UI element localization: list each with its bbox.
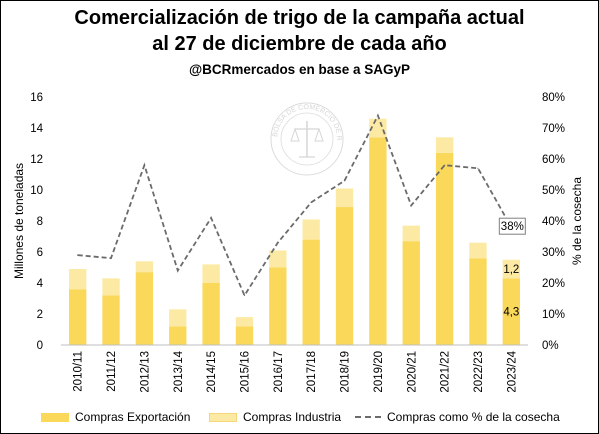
bar-industria bbox=[169, 309, 187, 327]
legend-item-exportacion: Compras Exportación bbox=[41, 410, 190, 424]
y-tick-label: 0 bbox=[37, 340, 43, 352]
y-tick-label: 2 bbox=[37, 309, 43, 321]
point-porcentaje bbox=[310, 201, 312, 203]
chart-title-line1: Comercialización de trigo de la campaña … bbox=[74, 7, 525, 29]
point-porcentaje bbox=[444, 164, 446, 166]
y-tick-label: 6 bbox=[37, 247, 43, 259]
y-tick-label: 10 bbox=[30, 185, 43, 197]
point-porcentaje bbox=[343, 180, 346, 182]
bcr-seal-watermark: BOLSA DE COMERCIO DE ROSARIO bbox=[1, 1, 344, 176]
legend-swatch-exportacion bbox=[41, 412, 69, 422]
legend-label-industria: Compras Industria bbox=[243, 410, 342, 424]
y2-tick-label: 70% bbox=[542, 123, 565, 135]
y2-tick-label: 0% bbox=[542, 340, 559, 352]
legend-swatch-porcentaje bbox=[355, 416, 381, 418]
bar-industria bbox=[335, 188, 354, 208]
legend-item-porcentaje: Compras como % de la cosecha bbox=[355, 410, 560, 424]
y2-tick-label: 60% bbox=[542, 154, 565, 166]
line-porcentaje-cosecha bbox=[77, 113, 513, 298]
x-tick-label: 2011/12 bbox=[106, 351, 118, 392]
x-tick-label: 2014/15 bbox=[206, 351, 218, 393]
y-tick-label: 8 bbox=[37, 216, 43, 228]
x-tick-label: 2023/24 bbox=[506, 350, 518, 392]
bar-exportacion bbox=[102, 295, 120, 345]
bar-industria bbox=[502, 259, 520, 279]
chart-subtitle: @BCRmercados en base a SAGyP bbox=[189, 62, 410, 77]
x-tick-label: 2022/23 bbox=[473, 351, 485, 393]
x-tick-label: 2019/20 bbox=[373, 351, 385, 393]
bar-exportacion bbox=[235, 326, 254, 345]
data-label-industria: 1,2 bbox=[503, 264, 519, 276]
svg-text:BOLSA DE COMERCIO DE ROSARIO: BOLSA DE COMERCIO DE ROSARIO bbox=[1, 1, 342, 141]
legend-label-exportacion: Compras Exportación bbox=[75, 410, 191, 424]
y-axis-title: Millones de toneladas bbox=[12, 163, 26, 279]
chart-legend: Compras Exportación Compras Industria Co… bbox=[1, 408, 598, 428]
point-porcentaje bbox=[377, 115, 379, 117]
point-porcentaje bbox=[77, 254, 79, 256]
chart-title-line2: al 27 de diciembre de cada año bbox=[152, 33, 447, 55]
x-tick-label: 2013/14 bbox=[173, 350, 185, 392]
point-porcentaje bbox=[210, 217, 212, 219]
bar-exportacion bbox=[202, 283, 220, 345]
bar-industria bbox=[302, 219, 320, 240]
watermark-text: BOLSA DE COMERCIO DE ROSARIO bbox=[1, 1, 342, 141]
bar-industria bbox=[202, 264, 220, 283]
bar-industria bbox=[469, 242, 487, 259]
bar-industria bbox=[435, 137, 454, 153]
y2-tick-label: 40% bbox=[542, 216, 565, 228]
bar-exportacion bbox=[369, 137, 387, 345]
legend-item-industria: Compras Industria bbox=[209, 410, 341, 424]
bar-exportacion bbox=[402, 241, 420, 345]
bar-industria bbox=[69, 269, 87, 290]
x-tick-label: 2020/21 bbox=[406, 351, 418, 393]
legend-label-porcentaje: Compras como % de la cosecha bbox=[387, 410, 560, 424]
y2-tick-label: 50% bbox=[542, 185, 565, 197]
bar-exportacion bbox=[502, 278, 520, 345]
point-porcentaje bbox=[410, 204, 412, 207]
bar-exportacion bbox=[335, 207, 354, 345]
x-tick-label: 2021/22 bbox=[440, 351, 452, 393]
data-label-porcentaje: 38% bbox=[501, 221, 524, 233]
y2-tick-label: 30% bbox=[542, 247, 565, 259]
point-porcentaje bbox=[277, 242, 279, 244]
y-tick-label: 12 bbox=[30, 154, 43, 166]
bar-exportacion bbox=[435, 152, 454, 345]
bar-industria bbox=[402, 225, 420, 242]
y-tick-label: 16 bbox=[30, 92, 43, 104]
y-tick-label: 4 bbox=[37, 278, 44, 290]
point-porcentaje bbox=[477, 167, 479, 169]
bar-industria bbox=[135, 261, 154, 273]
y2-tick-label: 10% bbox=[542, 309, 565, 321]
y-tick-label: 14 bbox=[30, 123, 43, 135]
point-porcentaje bbox=[143, 164, 145, 166]
bar-industria bbox=[102, 278, 120, 296]
x-tick-label: 2015/16 bbox=[239, 351, 251, 393]
bar-exportacion bbox=[69, 289, 87, 345]
bar-exportacion bbox=[302, 239, 320, 345]
y2-tick-label: 80% bbox=[542, 92, 565, 104]
x-tick-label: 2018/19 bbox=[340, 351, 352, 393]
x-tick-label: 2012/13 bbox=[139, 351, 151, 393]
bar-exportacion bbox=[135, 272, 154, 345]
point-porcentaje bbox=[243, 294, 246, 296]
point-porcentaje bbox=[110, 257, 112, 259]
y2-axis-title: % de la cosecha bbox=[570, 177, 584, 265]
bar-industria bbox=[269, 250, 287, 268]
bar-exportacion bbox=[469, 258, 487, 345]
point-porcentaje bbox=[177, 270, 179, 272]
bar-industria bbox=[235, 317, 254, 327]
legend-swatch-industria bbox=[209, 412, 237, 422]
x-tick-label: 2017/18 bbox=[306, 351, 318, 393]
x-tick-label: 2010/11 bbox=[73, 351, 85, 392]
y2-tick-label: 20% bbox=[542, 278, 565, 290]
bar-exportacion bbox=[169, 326, 187, 345]
data-label-exportacion: 4,3 bbox=[503, 307, 519, 319]
x-tick-label: 2016/17 bbox=[273, 351, 285, 393]
data-label-porcentaje-box bbox=[498, 217, 526, 235]
bar-exportacion bbox=[269, 267, 287, 345]
